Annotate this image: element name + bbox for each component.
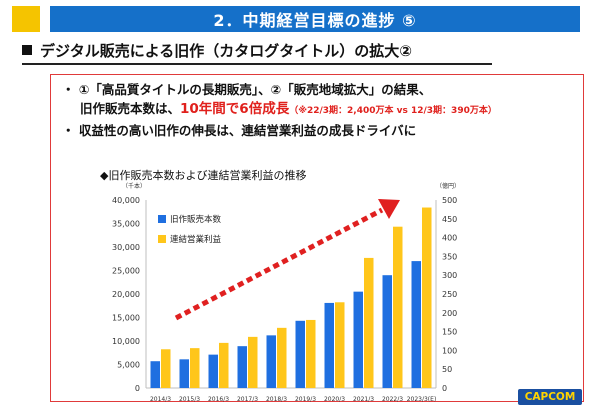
content-panel [50, 74, 584, 402]
bullet-2: ・ 収益性の高い旧作の伸長は、連結営業利益の成長ドライバに [62, 123, 417, 138]
y-left-tick-label: 20,000 [112, 290, 140, 299]
y-right-tick-label: 400 [442, 234, 457, 243]
x-tick-label: 2017/3 [237, 396, 258, 403]
bar-profit [161, 349, 171, 388]
bar-units [237, 346, 247, 388]
bar-profit [393, 226, 403, 388]
bar-profit [190, 348, 200, 388]
y-left-tick-label: 30,000 [112, 243, 140, 252]
accent-square [12, 6, 40, 32]
y-left-unit-label: （千本） [122, 182, 146, 190]
bar-units [411, 261, 421, 388]
y-left-tick-label: 10,000 [112, 337, 140, 346]
bar-units [150, 361, 160, 388]
bullet-1-prefix: 旧作販売本数は、 [80, 101, 181, 116]
bar-profit [219, 342, 229, 388]
y-right-tick-label: 350 [442, 252, 457, 261]
y-left-tick-label: 40,000 [112, 196, 140, 205]
legend-units-swatch [158, 215, 166, 223]
page-title: 2．中期経営目標の進捗 ⑤ [50, 6, 580, 32]
legend-profit-label: 連結営業利益 [170, 234, 222, 245]
y-left-tick-label: 25,000 [112, 267, 140, 276]
y-right-tick-label: 150 [442, 328, 457, 337]
x-tick-label: 2018/3 [266, 396, 287, 403]
bar-units [208, 354, 218, 388]
capcom-logo: CAPCOM [518, 389, 582, 405]
bar-units [353, 291, 363, 388]
bar-profit [364, 257, 374, 388]
y-right-tick-label: 300 [442, 271, 457, 280]
y-right-tick-label: 0 [442, 384, 447, 393]
bullet-list: ・ ①「高品質タイトルの長期販売」、②「販売地域拡大」の結果、 旧作販売本数は、… [62, 80, 582, 140]
y-right-tick-label: 100 [442, 346, 457, 355]
x-tick-label: 2019/3 [295, 396, 316, 403]
y-left-tick-label: 5,000 [117, 361, 140, 370]
bar-units [295, 320, 305, 388]
growth-highlight: 10年間で6倍成長 [180, 101, 290, 117]
square-bullet-icon [22, 44, 32, 55]
y-left-tick-label: 15,000 [112, 314, 140, 323]
x-tick-label: 2015/3 [179, 396, 200, 403]
y-right-tick-label: 500 [442, 196, 457, 205]
bar-profit [248, 336, 258, 388]
x-tick-label: 2016/3 [208, 396, 229, 403]
x-tick-label: 2023/3(E) [407, 396, 437, 403]
x-tick-label: 2022/3 [382, 396, 403, 403]
x-tick-label: 2020/3 [324, 396, 345, 403]
bar-units [179, 359, 189, 388]
bar-units [382, 275, 392, 388]
legend-profit-swatch [158, 235, 166, 243]
x-tick-label: 2014/3 [150, 396, 171, 403]
y-right-unit-label: （億円） [436, 182, 460, 190]
y-right-tick-label: 200 [442, 309, 457, 318]
chart-title: ◆旧作販売本数および連結営業利益の推移 [100, 169, 307, 182]
trend-arrow-head-icon [378, 199, 400, 219]
y-right-tick-label: 450 [442, 215, 457, 224]
trend-arrow-line [174, 207, 384, 321]
bar-profit [306, 319, 316, 388]
subheading-text: デジタル販売による旧作（カタログタイトル）の拡大② [40, 42, 412, 60]
legend-units-label: 旧作販売本数 [170, 214, 222, 225]
bullet-1-line-1: ・ ①「高品質タイトルの長期販売」、②「販売地域拡大」の結果、 [62, 82, 432, 97]
bullet-1-line-2: 旧作販売本数は、10年間で6倍成長（※22/3期：2,400万本 vs 12/3… [62, 99, 582, 121]
bar-profit [277, 327, 287, 388]
growth-note: （※22/3期：2,400万本 vs 12/3期：390万本） [289, 106, 497, 116]
x-tick-label: 2021/3 [353, 396, 374, 403]
bar-units [266, 335, 276, 388]
y-left-tick-label: 0 [135, 384, 140, 393]
y-right-tick-label: 50 [442, 365, 452, 374]
y-right-tick-label: 250 [442, 290, 457, 299]
bar-profit [335, 302, 345, 388]
bar-profit [422, 207, 432, 388]
section-subheading: デジタル販売による旧作（カタログタイトル）の拡大② [22, 40, 492, 65]
y-left-tick-label: 35,000 [112, 220, 140, 229]
bar-units [324, 302, 334, 388]
